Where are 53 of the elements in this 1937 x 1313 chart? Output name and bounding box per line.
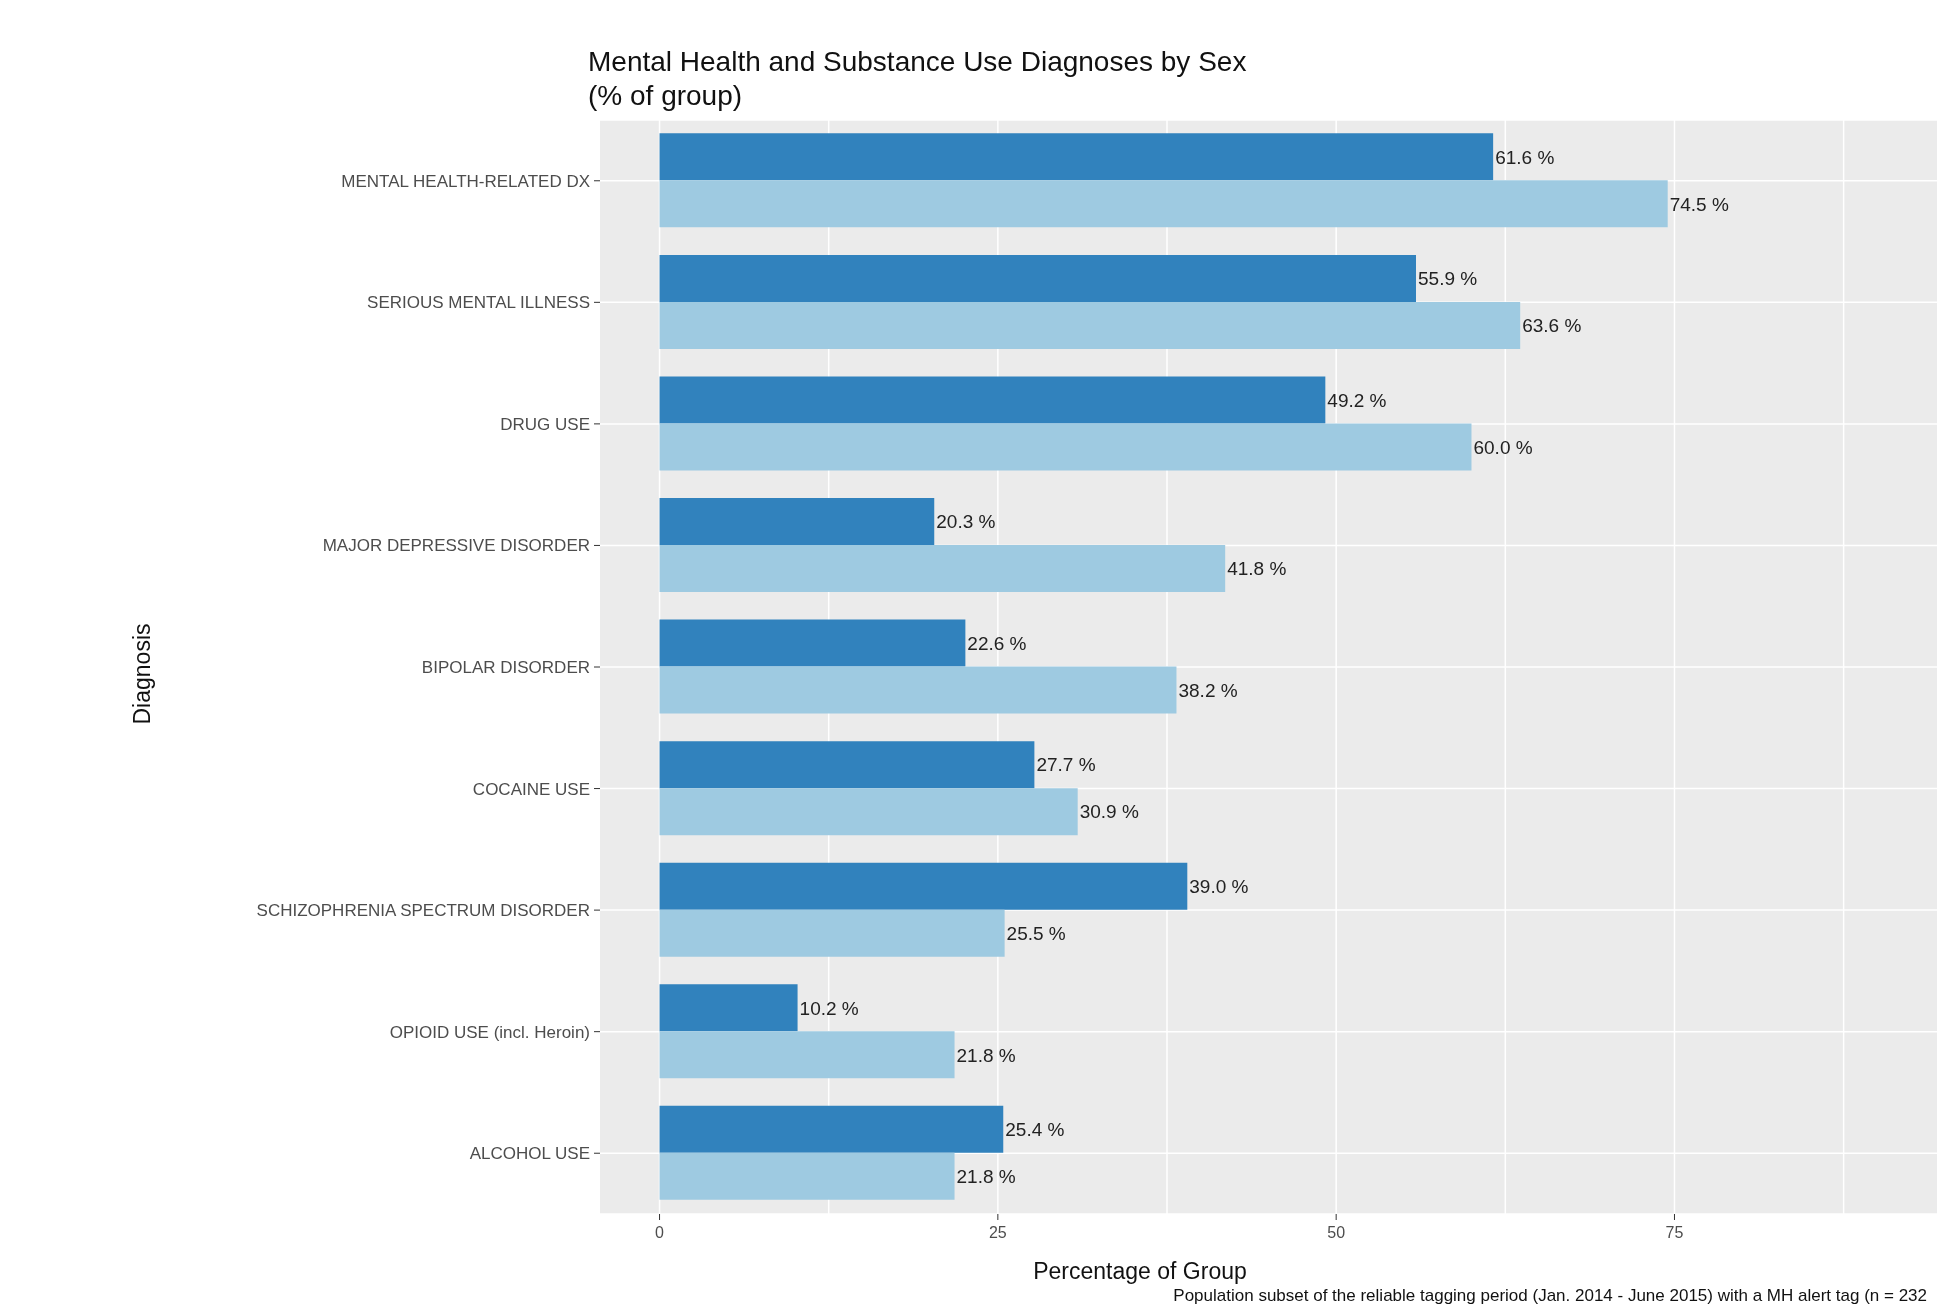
- bar: [659, 133, 1494, 181]
- bar: [659, 984, 798, 1032]
- data-label: 49.2 %: [1327, 389, 1387, 411]
- bar: [659, 619, 966, 667]
- data-label: 30.9 %: [1079, 801, 1139, 823]
- bar: [659, 1152, 955, 1200]
- y-tick-label: COCAINE USE: [472, 779, 590, 799]
- data-label: 55.9 %: [1418, 268, 1478, 290]
- bar: [659, 741, 1035, 789]
- y-tick-label: SERIOUS MENTAL ILLNESS: [367, 293, 590, 313]
- y-axis-title: Diagnosis: [128, 623, 156, 725]
- bar: [659, 1105, 1004, 1153]
- y-tick-label: BIPOLAR DISORDER: [421, 657, 590, 677]
- bar: [659, 254, 1416, 302]
- data-label: 60.0 %: [1473, 436, 1533, 458]
- y-tick-label: ALCOHOL USE: [469, 1144, 590, 1164]
- data-label: 25.4 %: [1005, 1119, 1065, 1141]
- y-tick-label: MAJOR DEPRESSIVE DISORDER: [322, 536, 590, 556]
- data-label: 21.8 %: [956, 1044, 1016, 1066]
- bar: [659, 180, 1668, 228]
- data-label: 61.6 %: [1495, 146, 1555, 168]
- data-label: 38.2 %: [1178, 679, 1238, 701]
- data-label: 20.3 %: [936, 511, 996, 533]
- bar: [659, 909, 1005, 957]
- x-tick-label: 0: [655, 1224, 665, 1241]
- data-label: 63.6 %: [1522, 315, 1582, 337]
- data-label: 25.5 %: [1006, 922, 1066, 944]
- x-axis-title: Percentage of Group: [1032, 1258, 1248, 1285]
- chart-title: Mental Health and Substance Use Diagnoses by Sex (% of group): [588, 46, 1247, 112]
- bar: [659, 1031, 955, 1079]
- data-label: 27.7 %: [1036, 754, 1096, 776]
- y-tick-label: OPIOID USE (incl. Heroin): [389, 1022, 590, 1042]
- y-tick-label: MENTAL HEALTH-RELATED DX: [341, 171, 590, 191]
- text: Population subset of the reliable tagging period (Jan. 2014 - June 2015) with a MH alert tag (n = 232: [1173, 1286, 1927, 1306]
- data-label: 39.0 %: [1189, 875, 1249, 897]
- bar: [659, 545, 1226, 593]
- bar: [659, 788, 1078, 836]
- y-tick-label: DRUG USE: [500, 414, 590, 434]
- x-tick-label: 75: [1665, 1224, 1684, 1241]
- bar: [659, 376, 1326, 424]
- data-label: 22.6 %: [967, 632, 1027, 654]
- y-tick-label: SCHIZOPHRENIA SPECTRUM DISORDER: [256, 901, 590, 921]
- bar: [659, 423, 1472, 471]
- bar: [659, 301, 1521, 349]
- data-label: 10.2 %: [799, 997, 859, 1019]
- data-label: 21.8 %: [956, 1166, 1016, 1188]
- data-label: 41.8 %: [1227, 558, 1287, 580]
- x-tick-label: 25: [988, 1224, 1007, 1241]
- bar: [659, 666, 1177, 714]
- data-label: 74.5 %: [1669, 193, 1729, 215]
- bar: [659, 498, 935, 546]
- x-tick-label: 50: [1327, 1224, 1346, 1241]
- bar: [659, 862, 1188, 910]
